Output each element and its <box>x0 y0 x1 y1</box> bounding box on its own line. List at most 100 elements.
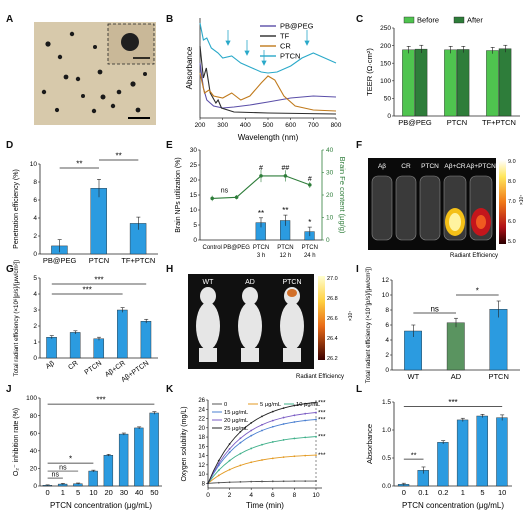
bar <box>46 337 57 359</box>
k-significance: *************** <box>318 399 326 459</box>
x-tick-label: TF+PTCN <box>121 256 155 265</box>
panel-label-c: C <box>356 14 363 25</box>
y-axis-label: Total radiant efficiency (×10⁸[p/s]/[μw/… <box>13 260 20 377</box>
x-tick-label: PTCN <box>253 245 269 251</box>
b-series-line <box>199 62 337 109</box>
k-y-tick-label: 18 <box>198 435 205 441</box>
k-series-point <box>250 421 253 424</box>
b-x-tick-label: 300 <box>217 122 228 129</box>
sig-label: *** <box>83 286 92 295</box>
sig-label: ns <box>59 465 67 472</box>
k-sig-label: *** <box>318 416 326 423</box>
k-series-point <box>261 459 263 461</box>
y-tick-label: 6 <box>385 322 389 329</box>
k-series-point <box>228 481 231 484</box>
bar <box>496 417 508 487</box>
y-tick-label: 15 <box>190 192 198 199</box>
x-tick-label: 0 <box>402 488 406 497</box>
bar <box>498 48 512 117</box>
bar <box>446 322 465 371</box>
y-axis-label: Brain NPs utilization (%) <box>175 157 182 232</box>
y-tick-label: 1.0 <box>382 427 391 434</box>
bar <box>134 427 144 487</box>
k-y-tick-label: 24 <box>198 407 205 413</box>
x-tick-label: 10 <box>89 488 97 497</box>
h-colorbar-tick: 27.0 <box>327 276 338 282</box>
k-sig-label: *** <box>318 410 326 417</box>
h-brain-signal <box>287 289 297 297</box>
x-tick-label: 30 <box>120 488 128 497</box>
y-axis-label: O₂⁻ inhibition rate (%) <box>13 408 20 476</box>
e-fe-point <box>283 174 288 178</box>
k-series-point <box>282 407 285 410</box>
panel-label-j: J <box>6 384 12 395</box>
sig-label: ** <box>76 160 82 169</box>
x-tick-label: 1 <box>461 488 465 497</box>
bar <box>402 49 415 117</box>
sig-label: *** <box>94 276 103 285</box>
x-tick-label: PTCN <box>89 256 109 265</box>
y-tick-label: 2 <box>33 233 37 240</box>
h-colorbar-tick: 26.2 <box>327 356 338 362</box>
x-tick-label: 0.1 <box>418 488 428 497</box>
x-tick-label: 5 <box>480 488 484 497</box>
panel-label-l: L <box>356 384 362 395</box>
f-colorbar-tick: 8.0 <box>508 179 516 185</box>
bar <box>456 49 470 117</box>
k-series-point <box>239 480 242 483</box>
e-fe-point <box>259 174 263 178</box>
panel-label-b: B <box>166 14 173 25</box>
k-series-point <box>271 457 274 460</box>
f-colorbar-tick: 6.0 <box>508 219 516 225</box>
e-sig-star: ** <box>282 206 288 215</box>
y-axis-label: Total radiant efficiency (×10⁷[p/s]/[μw/… <box>365 267 372 384</box>
b-x-tick-label: 700 <box>308 122 319 129</box>
f-colorbar-tick: 5.0 <box>508 239 516 245</box>
sig-label: ** <box>116 152 122 161</box>
tem-nanoparticles <box>41 31 147 114</box>
k-series-point <box>239 464 242 467</box>
y-tick-label: 2 <box>385 352 389 359</box>
k-y-tick-label: 16 <box>198 444 205 450</box>
k-series-point <box>293 480 296 483</box>
k-series-point <box>304 419 307 422</box>
k-y-tick-label: 12 <box>198 463 205 469</box>
k-series-point <box>217 474 220 477</box>
k-series-point <box>261 415 263 418</box>
k-x-tick-label: 4 <box>249 492 253 499</box>
e-fe-point <box>308 183 312 187</box>
bar <box>140 321 152 359</box>
b-x-tick-label: 500 <box>263 122 274 129</box>
f-colorbar-exponent: ×10⁷ <box>519 195 525 205</box>
k-series-point <box>293 414 296 417</box>
x-tick-label: WT <box>407 372 419 381</box>
k-series-point <box>271 480 274 483</box>
k-series-point <box>293 437 296 440</box>
k-legend-label: 10 μg/mL <box>296 402 321 408</box>
bar <box>437 442 449 487</box>
y-axis-label: Absorbance <box>365 424 374 464</box>
y-tick-label: 4 <box>385 337 389 344</box>
x-axis-label: PTCN concentration (μg/mL) <box>50 501 152 510</box>
y-tick-label: 80 <box>30 413 38 420</box>
e-sig-ns: ns <box>221 187 229 194</box>
x-tick-label: PTCN <box>277 245 293 251</box>
c-legend-swatch <box>403 16 415 24</box>
k-series-point <box>282 439 285 441</box>
panel-a-tem-image <box>34 22 156 125</box>
k-series-point <box>217 481 220 484</box>
k-series-point <box>304 436 307 439</box>
bar <box>103 455 114 487</box>
x-tick-label: 10 <box>498 488 506 497</box>
k-series-point <box>239 430 242 433</box>
h-group-label: WT <box>203 279 215 286</box>
panel-d-penetration-chart: 0 2 4 6 8 10 PB@PEG PTCN TF+PTCN Penetration effi… <box>13 152 158 265</box>
k-series-point <box>239 441 242 444</box>
y-tick-label: 10 <box>30 161 38 168</box>
panel-labels: A B C D E F G H I J K L <box>6 14 363 395</box>
panel-j-inhibition-chart: 0 20 40 60 80 100 0 1 5 10 20 30 40 50 O₂⁻ inhibition … <box>13 395 162 510</box>
bar <box>444 49 457 117</box>
k-legend-label: 0 <box>224 402 227 408</box>
